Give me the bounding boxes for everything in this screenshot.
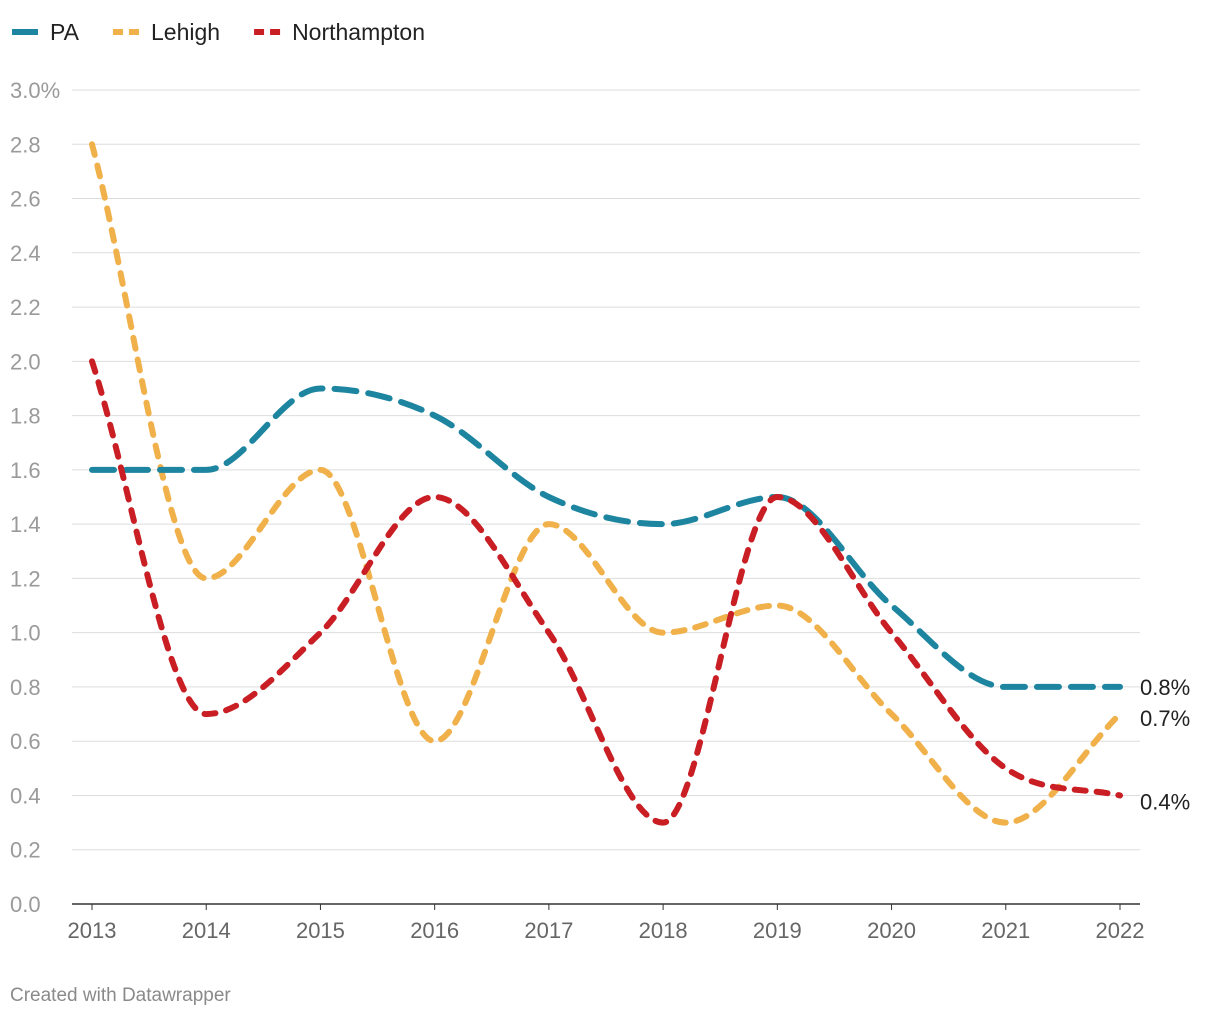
series-line-pa: [89, 385, 1123, 690]
y-tick-label: 2.6: [10, 187, 41, 212]
legend: PA Lehigh Northampton: [12, 19, 425, 45]
y-tick-label: 2.2: [10, 295, 41, 320]
y-tick-label: 0.6: [10, 729, 41, 754]
x-tick-label: 2021: [981, 918, 1030, 943]
end-label-pa: 0.8%: [1140, 675, 1190, 700]
y-tick-label: 0.0: [10, 892, 41, 917]
series-line-lehigh: [89, 141, 1123, 826]
y-tick-label: 0.2: [10, 838, 41, 863]
end-label-lehigh: 0.7%: [1140, 706, 1190, 731]
y-tick-label: 2.4: [10, 241, 41, 266]
y-tick-label: 1.2: [10, 566, 41, 591]
y-tick-label: 1.4: [10, 512, 41, 537]
legend-label-northampton: Northampton: [292, 19, 425, 45]
y-axis: 0.0 0.2 0.4 0.6 0.8 1.0 1.2 1.4 1.6 1.8 2.0 2.2 2.4 2…: [10, 78, 60, 917]
credit-text: Created with Datawrapper: [10, 985, 231, 1006]
x-tick-label: 2015: [296, 918, 345, 943]
x-tick-label: 2017: [524, 918, 573, 943]
x-tick-label: 2014: [182, 918, 231, 943]
x-axis: 2013 2014 2015 2016 2017 2018 2019 2020 2021 2022: [68, 904, 1145, 943]
y-tick-label: 1.8: [10, 404, 41, 429]
y-tick-label: 0.8: [10, 675, 41, 700]
legend-label-pa: PA: [50, 19, 80, 45]
gridlines: [72, 89, 1140, 905]
y-tick-label: 1.0: [10, 621, 41, 646]
x-tick-label: 2022: [1096, 918, 1145, 943]
legend-label-lehigh: Lehigh: [151, 19, 220, 45]
x-tick-label: 2013: [68, 918, 117, 943]
series-lines: [89, 141, 1123, 826]
y-tick-label: 3.0%: [10, 78, 60, 103]
y-tick-label: 1.6: [10, 458, 41, 483]
x-tick-label: 2019: [753, 918, 802, 943]
x-tick-label: 2016: [410, 918, 459, 943]
end-labels: 0.8% 0.7% 0.4%: [1140, 675, 1190, 815]
y-tick-label: 2.8: [10, 132, 41, 157]
x-tick-label: 2020: [867, 918, 916, 943]
x-tick-label: 2018: [639, 918, 688, 943]
end-label-northampton: 0.4%: [1140, 789, 1190, 814]
series-line-northampton: [89, 358, 1123, 826]
y-tick-label: 2.0: [10, 349, 41, 374]
y-tick-label: 0.4: [10, 783, 41, 808]
